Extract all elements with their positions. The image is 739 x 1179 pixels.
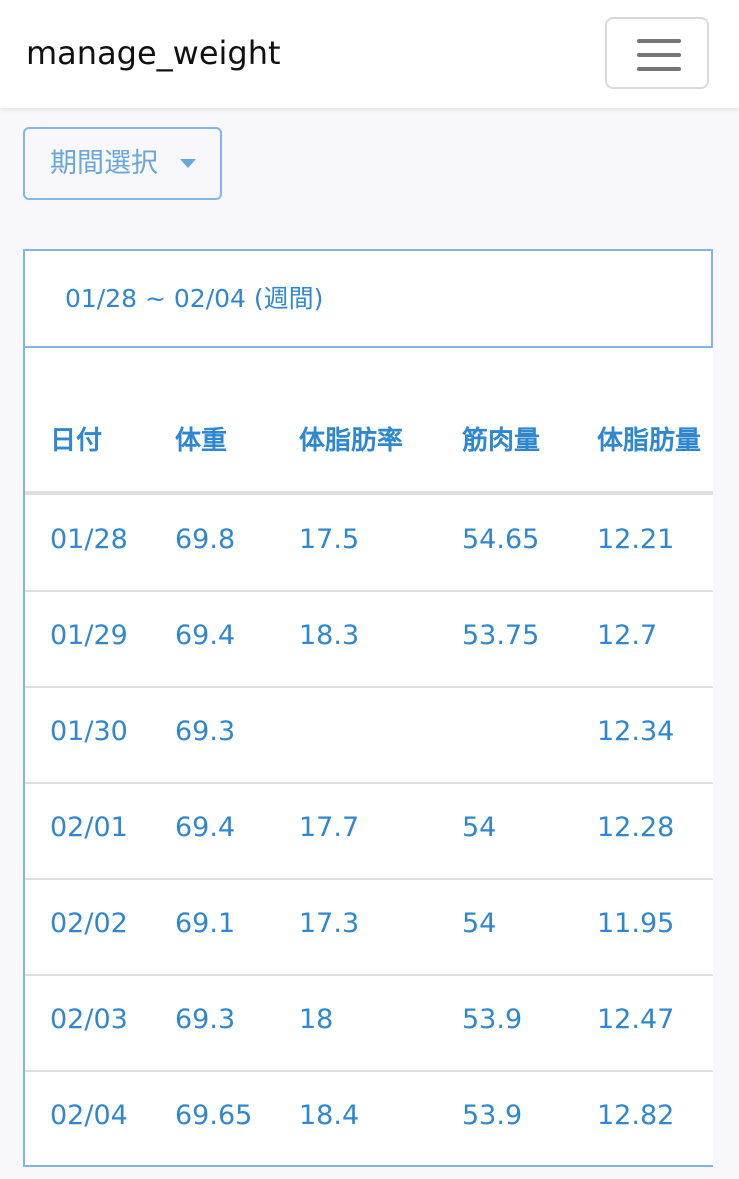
cell-date: 01/30 xyxy=(50,716,128,747)
cell-muscle-mass: 54 xyxy=(462,908,497,939)
header-date: 日付 xyxy=(50,426,103,456)
table-row: 01/30 69.3 12.34 xyxy=(25,687,713,783)
cell-body-fat-mass: 12.34 xyxy=(597,716,675,747)
weight-table: 日付 体重 体脂肪率 筋肉量 体脂肪量 01/28 69.8 17.5 54.65 12… xyxy=(25,348,713,1165)
cell-body-fat-mass: 12.7 xyxy=(597,620,658,651)
date-range-title: 01/28 ~ 02/04 (週間) xyxy=(65,284,324,313)
table-row: 02/03 69.3 18 53.9 12.47 xyxy=(25,975,713,1071)
row-divider xyxy=(25,590,713,592)
header-body-fat-rate: 体脂肪率 xyxy=(299,426,404,456)
cell-body-fat-mass: 12.47 xyxy=(597,1004,675,1035)
brand-title[interactable]: manage_weight xyxy=(26,34,281,72)
row-divider xyxy=(25,878,713,880)
cell-weight: 69.3 xyxy=(175,716,236,747)
cell-body-fat-mass: 12.82 xyxy=(597,1100,675,1131)
table-row: 01/29 69.4 18.3 53.75 12.7 xyxy=(25,591,713,687)
cell-body-fat-rate: 18.3 xyxy=(299,620,360,651)
cell-weight: 69.3 xyxy=(175,1004,236,1035)
cell-date: 02/03 xyxy=(50,1004,128,1035)
table-row: 02/04 69.65 18.4 53.9 12.82 xyxy=(25,1071,713,1165)
cell-date: 01/29 xyxy=(50,620,128,651)
cell-body-fat-mass: 11.95 xyxy=(597,908,675,939)
header-weight: 体重 xyxy=(175,426,228,456)
cell-date: 01/28 xyxy=(50,524,128,555)
cell-body-fat-rate: 18 xyxy=(299,1004,334,1035)
weight-card: 01/28 ~ 02/04 (週間) 日付 体重 体脂肪率 筋肉量 体脂肪量 0… xyxy=(23,249,713,1167)
table-row: 01/28 69.8 17.5 54.65 12.21 xyxy=(25,495,713,591)
cell-date: 02/01 xyxy=(50,812,128,843)
cell-weight: 69.65 xyxy=(175,1100,253,1131)
cell-muscle-mass: 53.75 xyxy=(462,620,540,651)
cell-body-fat-mass: 12.21 xyxy=(597,524,675,555)
row-divider xyxy=(25,686,713,688)
cell-weight: 69.4 xyxy=(175,812,236,843)
header-body-fat-mass: 体脂肪量 xyxy=(597,426,702,456)
cell-muscle-mass: 53.9 xyxy=(462,1100,523,1131)
cell-body-fat-rate: 18.4 xyxy=(299,1100,360,1131)
hamburger-menu-icon xyxy=(637,39,681,71)
cell-muscle-mass: 53.9 xyxy=(462,1004,523,1035)
cell-date: 02/02 xyxy=(50,908,128,939)
table-row: 02/02 69.1 17.3 54 11.95 xyxy=(25,879,713,975)
caret-down-icon xyxy=(180,159,196,168)
menu-toggle-button[interactable] xyxy=(605,17,709,89)
table-header-row: 日付 体重 体脂肪率 筋肉量 体脂肪量 xyxy=(25,348,713,495)
card-header: 01/28 ~ 02/04 (週間) xyxy=(25,251,713,348)
table-row: 02/01 69.4 17.7 54 12.28 xyxy=(25,783,713,879)
row-divider xyxy=(25,1070,713,1072)
navbar: manage_weight xyxy=(0,0,739,108)
header-muscle-mass: 筋肉量 xyxy=(462,426,541,456)
cell-date: 02/04 xyxy=(50,1100,128,1131)
cell-weight: 69.8 xyxy=(175,524,236,555)
row-divider xyxy=(25,974,713,976)
period-select-button[interactable]: 期間選択 xyxy=(23,127,222,200)
cell-body-fat-mass: 12.28 xyxy=(597,812,675,843)
row-divider xyxy=(25,782,713,784)
cell-weight: 69.1 xyxy=(175,908,236,939)
cell-muscle-mass: 54.65 xyxy=(462,524,540,555)
cell-body-fat-rate: 17.3 xyxy=(299,908,360,939)
cell-muscle-mass: 54 xyxy=(462,812,497,843)
cell-weight: 69.4 xyxy=(175,620,236,651)
cell-body-fat-rate: 17.5 xyxy=(299,524,360,555)
period-select-label: 期間選択 xyxy=(50,148,158,179)
cell-body-fat-rate: 17.7 xyxy=(299,812,360,843)
